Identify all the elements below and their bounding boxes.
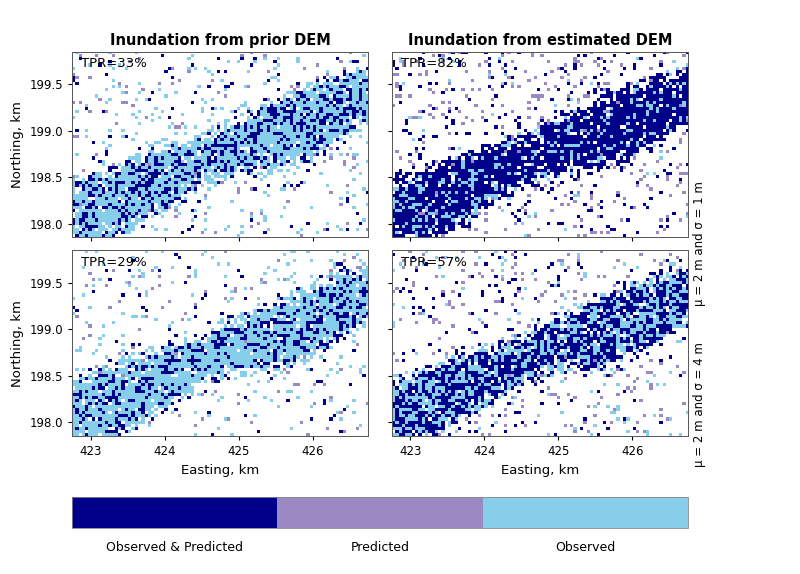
Y-axis label: Northing, km: Northing, km — [10, 300, 24, 387]
Text: TPR=57%: TPR=57% — [401, 256, 466, 269]
X-axis label: Easting, km: Easting, km — [181, 464, 259, 477]
Text: μ = 2 m and σ = 1 m: μ = 2 m and σ = 1 m — [694, 181, 706, 307]
X-axis label: Easting, km: Easting, km — [501, 464, 579, 477]
Text: TPR=33%: TPR=33% — [81, 57, 146, 70]
Text: TPR=29%: TPR=29% — [81, 256, 146, 269]
Y-axis label: Northing, km: Northing, km — [10, 101, 24, 188]
Text: μ = 2 m and σ = 4 m: μ = 2 m and σ = 4 m — [694, 342, 706, 467]
Text: TPR=82%: TPR=82% — [401, 57, 466, 70]
Title: Inundation from estimated DEM: Inundation from estimated DEM — [408, 33, 672, 48]
Text: Observed: Observed — [555, 541, 615, 554]
Title: Inundation from prior DEM: Inundation from prior DEM — [110, 33, 330, 48]
Text: Predicted: Predicted — [350, 541, 410, 554]
Text: Observed & Predicted: Observed & Predicted — [106, 541, 243, 554]
